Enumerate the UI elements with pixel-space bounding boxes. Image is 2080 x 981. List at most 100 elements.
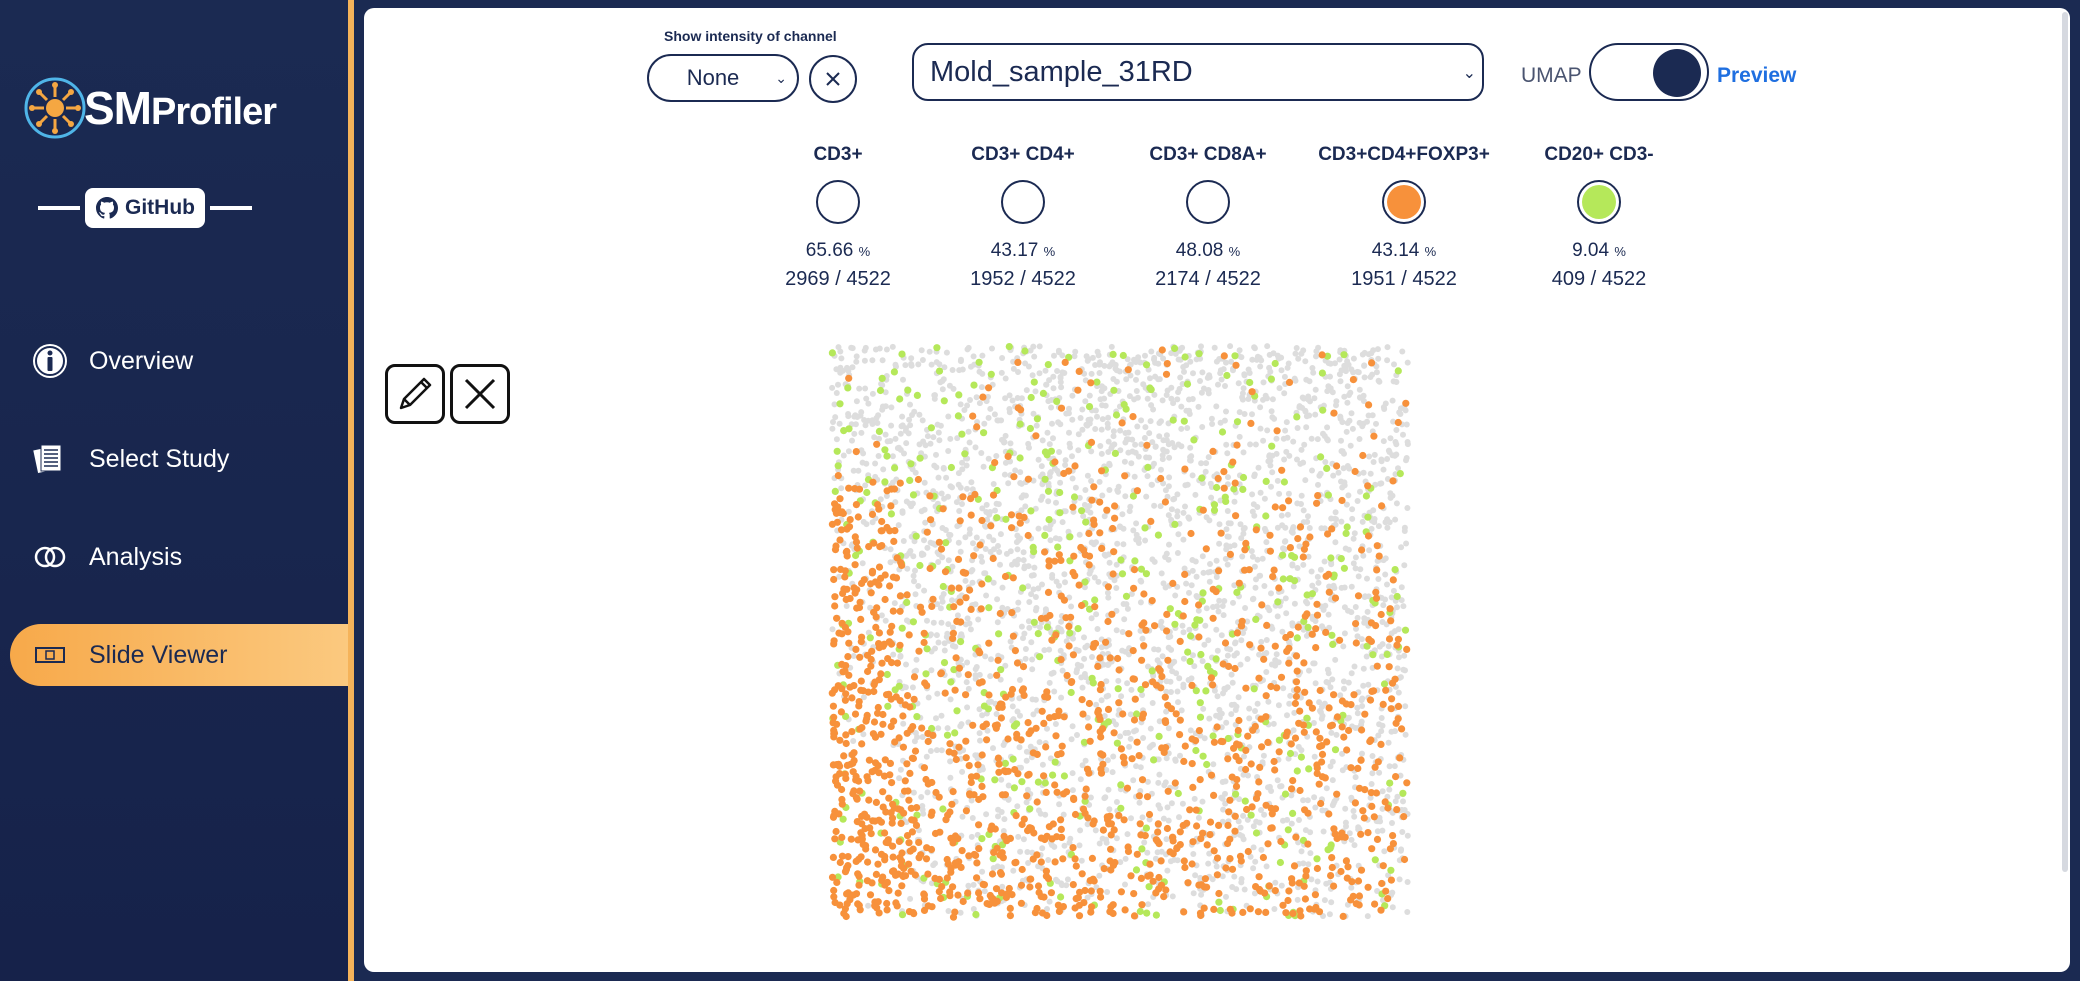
cell-point (1207, 480, 1214, 487)
cell-point (892, 435, 899, 442)
cell-point (879, 403, 886, 410)
cell-point (1187, 358, 1194, 365)
cell-point (1092, 639, 1100, 648)
cell-point (1355, 901, 1363, 909)
cell-point (1191, 621, 1199, 629)
cell-point (1096, 715, 1104, 723)
cell-point (1348, 884, 1355, 891)
cell-point (1115, 666, 1123, 674)
clear-selection-button[interactable] (450, 364, 510, 424)
cell-point (998, 700, 1006, 708)
cell-point (1134, 369, 1141, 376)
cell-point (1394, 793, 1401, 800)
cell-point (898, 624, 906, 632)
cell-point (1136, 907, 1144, 916)
cell-point (1281, 390, 1288, 397)
sidebar-item-analysis[interactable]: Analysis (0, 526, 348, 588)
cell-point (1180, 681, 1187, 688)
cell-point (1220, 612, 1227, 619)
cell-point (1217, 529, 1225, 537)
cell-point (1378, 728, 1385, 735)
cell-point (1147, 725, 1154, 732)
cell-point (1359, 807, 1367, 815)
cell-point (993, 844, 1001, 852)
cell-point (899, 743, 907, 751)
cell-point (1294, 623, 1302, 631)
app-logo[interactable]: SMProfiler (22, 75, 277, 141)
cell-point (1113, 799, 1120, 805)
cell-point (905, 860, 913, 868)
cell-point (1324, 424, 1331, 431)
phenotype-toggle[interactable] (1577, 180, 1621, 224)
phenotype-name: CD3+ (813, 144, 863, 165)
cell-point (1150, 406, 1157, 413)
cell-point (881, 446, 889, 454)
phenotype-toggle[interactable] (816, 180, 860, 224)
cell-point (1200, 705, 1207, 712)
cell-point (1203, 841, 1211, 849)
cell-point (1174, 396, 1181, 403)
cell-point (1164, 867, 1171, 874)
cell-point (1066, 839, 1073, 846)
cell-point (1144, 778, 1151, 785)
cell-point (864, 858, 872, 866)
cell-point (1384, 357, 1391, 364)
cell-point (1078, 601, 1086, 610)
scrollbar[interactable] (2062, 12, 2068, 872)
cell-point (1057, 421, 1064, 428)
cell-point (1401, 562, 1408, 569)
cell-point (1345, 492, 1352, 499)
umap-label: UMAP (1521, 64, 1582, 87)
cell-point (1014, 803, 1021, 810)
umap-toggle[interactable] (1589, 43, 1709, 101)
cell-point (1046, 679, 1053, 686)
cell-scatter-plot[interactable] (828, 342, 1412, 922)
cell-point (1158, 618, 1165, 625)
cell-point (911, 578, 917, 585)
cell-point (1391, 675, 1399, 683)
phenotype-toggle[interactable] (1001, 180, 1045, 224)
app-name-sm: SM (84, 82, 152, 134)
cell-point (1162, 487, 1169, 494)
cell-point (1224, 821, 1232, 829)
cell-point (1222, 790, 1228, 797)
cell-point (1232, 361, 1240, 369)
cell-point (1260, 396, 1266, 403)
cell-point (1046, 898, 1053, 905)
sidebar-item-slide-viewer[interactable]: Slide Viewer (10, 624, 348, 686)
cell-point (1113, 585, 1120, 591)
cell-point (1091, 596, 1099, 604)
cell-point (916, 603, 925, 611)
cell-point (1324, 437, 1331, 444)
sample-select[interactable]: Mold_sample_31RD ⌄ (912, 43, 1484, 101)
clear-intensity-button[interactable] (809, 55, 857, 103)
cell-point (1174, 550, 1181, 556)
cell-point (901, 777, 909, 785)
cell-point (1181, 597, 1189, 606)
phenotype-toggle[interactable] (1382, 180, 1426, 224)
draw-selection-button[interactable] (385, 364, 445, 424)
intensity-channel-select[interactable]: None ⌄ (647, 54, 799, 102)
preview-link[interactable]: Preview (1717, 64, 1797, 87)
cell-point (1176, 828, 1184, 836)
cell-point (1149, 700, 1156, 706)
github-button[interactable]: GitHub (85, 188, 205, 228)
cell-point (1202, 545, 1210, 553)
cell-point (1312, 618, 1319, 624)
phenotype-fill (821, 185, 855, 219)
sidebar-item-select-study[interactable]: Select Study (0, 428, 348, 490)
cell-point (1033, 798, 1041, 806)
cell-point (965, 685, 972, 692)
phenotype-toggle[interactable] (1186, 180, 1230, 224)
cell-point (1149, 877, 1157, 885)
cell-point (1052, 732, 1060, 740)
cell-point (1283, 419, 1290, 426)
cell-point (935, 888, 943, 896)
sidebar-item-overview[interactable]: Overview (0, 330, 348, 392)
cell-point (1166, 848, 1174, 856)
cell-point (1286, 700, 1293, 707)
cell-point (1300, 507, 1307, 514)
cell-point (1402, 703, 1409, 710)
cell-point (1166, 541, 1172, 548)
cell-point (838, 660, 846, 668)
